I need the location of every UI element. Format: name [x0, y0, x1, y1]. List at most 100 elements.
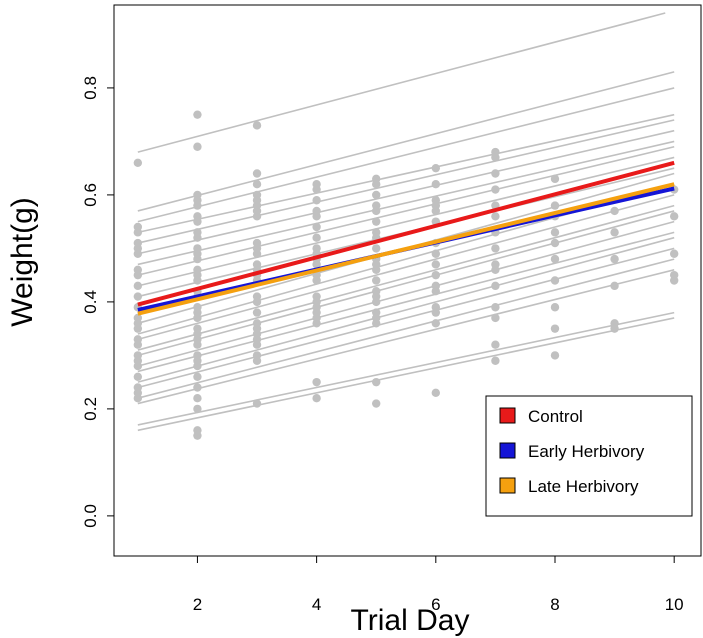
data-point-101	[312, 319, 321, 328]
data-point-89	[312, 233, 321, 242]
data-point-162	[550, 276, 560, 285]
data-point-9	[133, 281, 143, 291]
data-point-105	[372, 180, 381, 189]
individual-line-5	[137, 247, 675, 389]
data-point-126	[431, 180, 441, 189]
individual-line-7	[137, 231, 675, 373]
legend-label-3: Late Herbivory	[528, 477, 639, 496]
data-point-53	[193, 393, 202, 403]
data-point-139	[431, 319, 441, 328]
data-point-161	[550, 254, 560, 264]
legend-swatch-3	[499, 477, 516, 494]
data-point-56	[193, 431, 202, 440]
data-point-112	[372, 244, 381, 253]
data-point-73	[252, 297, 262, 307]
data-point-129	[431, 206, 441, 216]
data-point-163	[550, 303, 560, 312]
individual-line-19	[137, 119, 675, 244]
individual-line-17	[137, 140, 675, 266]
individual-line-23	[137, 12, 666, 153]
data-point-156	[550, 174, 560, 184]
y-tick-label: 0.2	[81, 397, 100, 421]
data-point-136	[431, 286, 441, 296]
data-point-67	[252, 249, 262, 258]
legend-label-1: Control	[528, 407, 583, 426]
individual-line-18	[137, 129, 675, 255]
data-point-125	[431, 163, 441, 173]
data-point-155	[491, 356, 500, 365]
data-point-32	[193, 233, 202, 242]
data-point-152	[491, 303, 500, 312]
data-point-123	[372, 377, 381, 387]
x-tick-label: 4	[312, 595, 321, 614]
data-point-148	[491, 244, 500, 253]
data-point-59	[252, 180, 262, 189]
data-point-160	[550, 238, 560, 248]
data-point-47	[193, 340, 202, 349]
data-point-106	[372, 190, 381, 200]
x-tick-label: 10	[665, 595, 684, 614]
y-tick-label: 0.4	[81, 290, 100, 314]
legend-box	[485, 395, 693, 517]
y-tick-label: 0.6	[81, 183, 100, 207]
data-point-35	[193, 254, 202, 264]
data-point-54	[193, 404, 202, 414]
data-point-82	[252, 399, 262, 408]
data-point-20	[133, 372, 143, 381]
individual-line-2	[137, 311, 675, 426]
data-point-8	[133, 270, 143, 280]
data-point-95	[312, 276, 321, 285]
data-point-6	[133, 249, 143, 258]
data-point-150	[491, 265, 500, 275]
data-point-154	[491, 340, 500, 349]
data-point-103	[312, 393, 321, 403]
data-point-164	[550, 324, 560, 333]
legend-swatch-2	[499, 442, 516, 459]
data-point-165	[550, 351, 560, 360]
data-point-25	[193, 142, 202, 151]
scatter-points	[133, 110, 679, 440]
x-axis-label: Trial Day	[351, 604, 470, 637]
individual-line-21	[137, 87, 675, 223]
data-point-16	[133, 340, 143, 349]
data-point-64	[252, 212, 262, 221]
data-point-10	[133, 292, 143, 301]
data-point-85	[312, 196, 321, 205]
individual-line-1	[137, 317, 675, 432]
legend-swatch-1	[499, 407, 516, 424]
individual-lines	[137, 12, 675, 432]
series-line-3	[137, 182, 675, 316]
data-point-124	[372, 399, 381, 408]
data-point-43	[193, 313, 202, 323]
data-point-108	[372, 206, 381, 216]
mean-lines	[137, 160, 675, 316]
data-point-140	[431, 388, 441, 398]
data-point-93	[312, 260, 321, 269]
data-point-115	[372, 265, 381, 275]
data-point-109	[372, 217, 381, 226]
y-axis-label: Weight(g)	[6, 197, 39, 327]
data-point-51	[193, 372, 202, 381]
data-point-84	[312, 185, 321, 194]
data-point-146	[491, 212, 500, 221]
data-point-134	[431, 270, 441, 280]
data-point-79	[252, 340, 262, 349]
x-tick-label: 6	[431, 595, 440, 614]
individual-line-16	[137, 145, 675, 276]
data-point-1	[133, 158, 143, 168]
data-point-116	[372, 276, 381, 285]
data-point-102	[312, 377, 321, 387]
data-point-30	[193, 217, 202, 226]
data-point-144	[491, 185, 500, 194]
individual-line-4	[137, 258, 675, 399]
y-axis: 0.0 0.2 0.4 0.6 0.8	[81, 76, 114, 528]
data-point-153	[491, 313, 500, 323]
data-point-142	[491, 153, 500, 162]
data-point-157	[550, 201, 560, 210]
data-point-57	[252, 121, 262, 130]
data-point-14	[133, 324, 143, 333]
data-point-159	[550, 228, 560, 237]
data-point-87	[312, 212, 321, 221]
data-point-58	[252, 169, 262, 178]
